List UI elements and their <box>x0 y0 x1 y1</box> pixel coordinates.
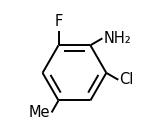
Text: F: F <box>54 14 63 29</box>
Text: NH₂: NH₂ <box>103 31 131 46</box>
Text: Me: Me <box>29 105 50 120</box>
Text: Cl: Cl <box>119 72 134 87</box>
